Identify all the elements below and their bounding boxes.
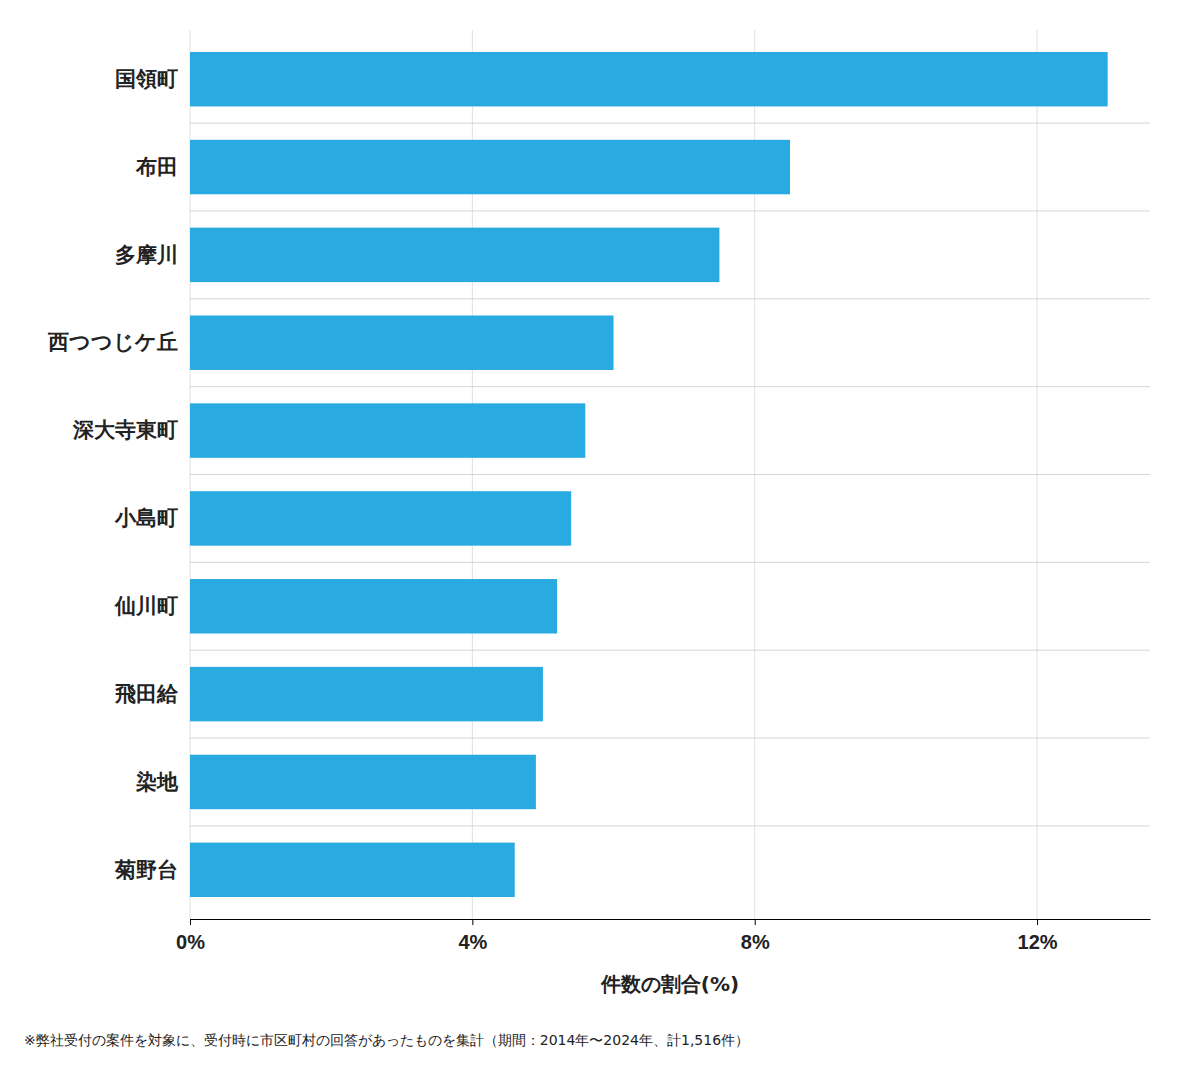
y-tick-label: 深大寺東町 [72, 418, 178, 441]
y-tick: 布田 [135, 155, 178, 178]
x-tick-mark [755, 919, 756, 925]
separator [190, 825, 1150, 826]
y-tick: 染地 [135, 770, 179, 793]
x-tick: 12% [1018, 919, 1058, 953]
bar [190, 843, 515, 897]
footnote: ※弊社受付の案件を対象に、受付時に市区町村の回答があったものを集計（期間：201… [24, 1032, 749, 1048]
y-tick-label: 西つつじケ丘 [47, 330, 178, 353]
bar [190, 403, 585, 457]
separators [190, 123, 1150, 826]
y-tick-label: 国領町 [115, 67, 178, 91]
y-tick: 飛田給 [114, 682, 179, 705]
bar [190, 315, 614, 369]
y-tick-label: 菊野台 [114, 858, 178, 881]
x-tick-mark [1037, 919, 1038, 925]
x-tick-label: 8% [741, 931, 770, 953]
bar [190, 667, 543, 721]
x-axis: 0% 4% 8% 12% [176, 919, 1150, 953]
bar [190, 140, 790, 194]
chart-container: 0% 4% 8% 12% 菊野台 染地 飛田給 仙川町 小島町 深大寺東町 西つつじケ丘 多摩川 布田 国… [0, 0, 1200, 1069]
y-tick-label: 飛田給 [114, 682, 179, 705]
y-tick-label: 布田 [135, 155, 178, 178]
separator [190, 298, 1150, 299]
y-axis: 菊野台 染地 飛田給 仙川町 小島町 深大寺東町 西つつじケ丘 多摩川 布田 国領町 [47, 67, 179, 881]
bar [190, 491, 571, 545]
y-tick-label: 小島町 [114, 506, 178, 529]
y-tick-label: 多摩川 [115, 243, 178, 266]
plot-area: 0% 4% 8% 12% 菊野台 染地 飛田給 仙川町 小島町 深大寺東町 西つつじケ丘 多摩川 布田 国… [47, 30, 1151, 953]
separator [190, 474, 1150, 475]
y-tick: 深大寺東町 [72, 418, 178, 441]
x-tick-label: 0% [176, 931, 205, 953]
bar [190, 579, 557, 633]
chart-svg: 0% 4% 8% 12% 菊野台 染地 飛田給 仙川町 小島町 深大寺東町 西つつじケ丘 多摩川 布田 国… [0, 0, 1200, 1069]
separator [190, 386, 1150, 387]
separator [190, 210, 1150, 211]
y-tick: 多摩川 [115, 243, 178, 266]
y-tick: 西つつじケ丘 [47, 330, 178, 353]
bar [190, 52, 1108, 106]
y-tick: 国領町 [115, 67, 178, 91]
y-tick-label: 染地 [135, 770, 179, 793]
x-axis-line [191, 919, 1151, 920]
separator [190, 650, 1150, 651]
separator [190, 562, 1150, 563]
y-tick-label: 仙川町 [114, 594, 178, 617]
x-axis-title: 件数の割合(%) [600, 972, 739, 996]
x-tick-label: 12% [1018, 931, 1058, 953]
x-tick: 4% [458, 919, 487, 953]
bar [190, 228, 719, 282]
x-tick-label: 4% [458, 931, 487, 953]
x-tick: 0% [176, 919, 205, 953]
bars [190, 52, 1108, 897]
separator [190, 123, 1150, 124]
y-tick: 仙川町 [114, 594, 178, 617]
y-tick: 菊野台 [114, 858, 178, 881]
x-tick: 8% [741, 919, 770, 953]
bar [190, 755, 536, 809]
x-tick-mark [190, 919, 191, 925]
y-tick: 小島町 [114, 506, 178, 529]
x-tick-mark [472, 919, 473, 925]
separator [190, 738, 1150, 739]
